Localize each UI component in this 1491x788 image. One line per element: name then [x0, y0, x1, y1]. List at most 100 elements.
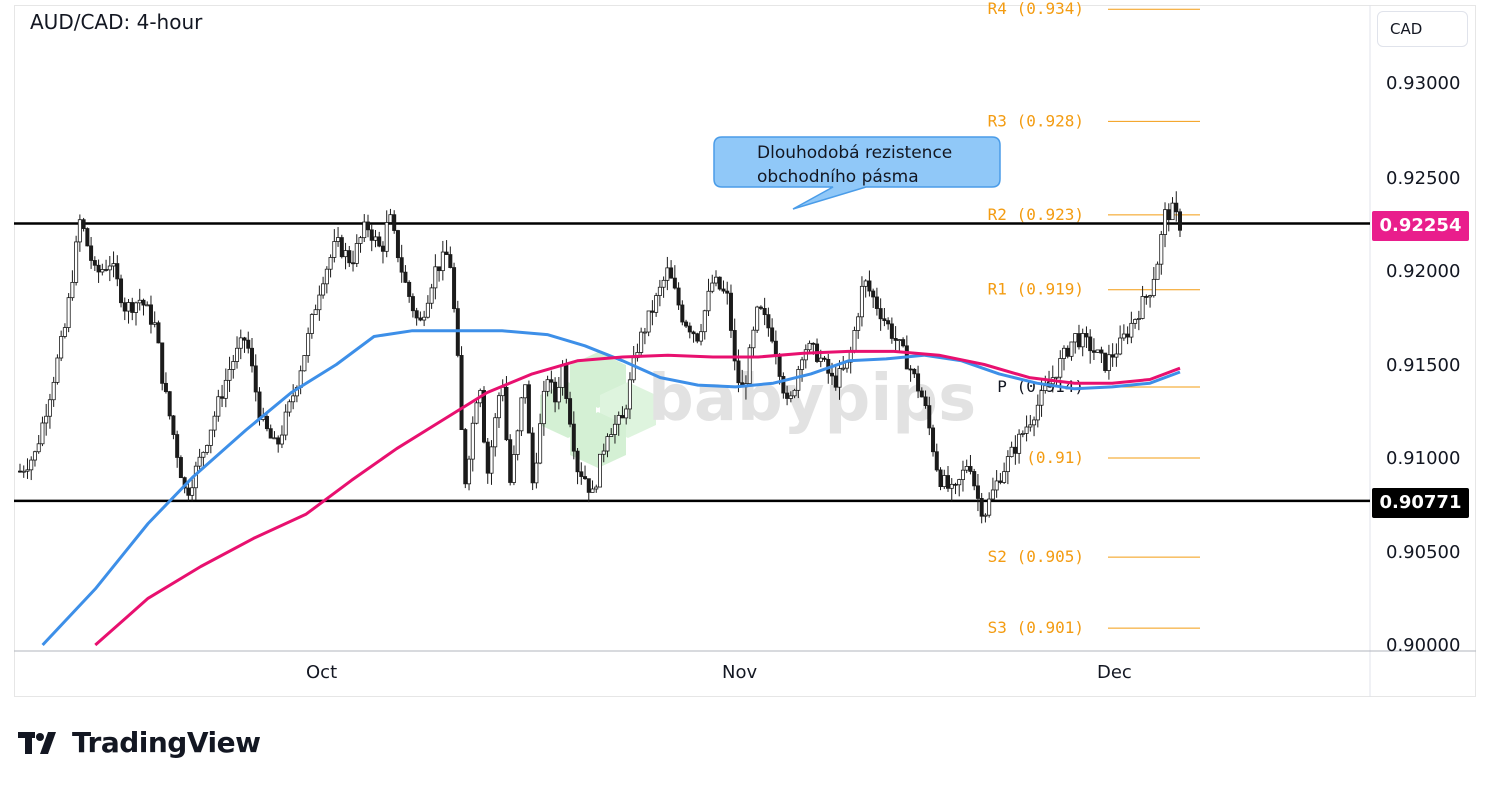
candle-up	[489, 446, 494, 474]
candle-up	[21, 470, 26, 473]
candle-down	[463, 429, 468, 485]
candle-up	[107, 265, 112, 271]
candle-up	[755, 306, 760, 331]
candle-up	[859, 285, 864, 318]
candle-down	[781, 376, 786, 394]
candle-down	[448, 254, 453, 268]
candle-up	[1106, 354, 1111, 371]
tradingview-logo-text: TradingView	[72, 726, 261, 759]
candle-down	[882, 318, 887, 322]
candle-up	[1024, 426, 1029, 434]
candle-up	[837, 368, 842, 388]
candle-up	[1133, 319, 1138, 324]
candle-up	[55, 357, 60, 383]
candle-up	[1005, 456, 1010, 473]
candle-down	[811, 342, 816, 345]
support-resistance-lines	[14, 222, 1370, 503]
tradingview-logo-icon	[18, 731, 56, 754]
candle-up	[212, 415, 217, 431]
candle-down	[369, 229, 374, 241]
candle-up	[474, 402, 479, 424]
candle-up	[1020, 433, 1025, 435]
candle-up	[605, 436, 610, 452]
candle-up	[425, 302, 430, 318]
candle-up	[751, 329, 756, 349]
candle-down	[893, 338, 898, 341]
candle-up	[227, 369, 232, 381]
candle-down	[407, 281, 412, 297]
candle-up	[665, 267, 670, 281]
candle-down	[571, 423, 576, 452]
candle-down	[777, 355, 782, 377]
candle-up	[1043, 385, 1048, 391]
currency-button[interactable]: CAD	[1377, 11, 1468, 47]
candle-up	[1114, 353, 1119, 358]
candle-up	[1073, 333, 1078, 343]
candle-down	[908, 368, 913, 371]
candle-down	[377, 236, 382, 247]
y-tick: 0.93000	[1386, 73, 1461, 94]
pivot-label: S3 (0.901)	[988, 618, 1084, 637]
candle-down	[1088, 336, 1093, 352]
candle-down	[508, 439, 513, 483]
candle-down	[530, 432, 535, 484]
tradingview-logo[interactable]: TradingView	[18, 726, 261, 759]
candle-down	[347, 250, 352, 264]
candle-up	[373, 236, 378, 241]
candle-up	[1002, 471, 1007, 483]
candle-down	[268, 428, 273, 439]
candle-up	[317, 294, 322, 311]
candle-down	[785, 392, 790, 399]
candle-up	[1035, 404, 1040, 421]
y-tick: 0.92500	[1386, 168, 1461, 189]
candle-down	[1065, 347, 1070, 357]
candle-down	[953, 483, 958, 486]
y-tick: 0.92000	[1386, 261, 1461, 282]
candle-down	[276, 437, 281, 445]
candle-down	[725, 290, 730, 294]
candle-up	[25, 469, 30, 472]
x-tick-dec: Dec	[1097, 662, 1132, 683]
candle-up	[44, 415, 49, 424]
candle-down	[242, 337, 247, 341]
candle-down	[620, 415, 625, 419]
candle-down	[822, 357, 827, 360]
candle-down	[946, 475, 951, 489]
candle-up	[429, 287, 434, 304]
candle-down	[410, 296, 415, 312]
candle-up	[515, 430, 520, 455]
candle-down	[163, 382, 168, 393]
candle-up	[556, 387, 561, 403]
candle-up	[598, 453, 603, 488]
candle-up	[362, 221, 367, 239]
candle-up	[1121, 333, 1126, 339]
candle-down	[934, 451, 939, 471]
candle-up	[545, 379, 550, 392]
candle-down	[119, 278, 124, 304]
candle-down	[886, 320, 891, 325]
candle-up	[1155, 263, 1160, 280]
candle-down	[867, 280, 872, 292]
chart-title: AUD/CAD: 4-hour	[30, 10, 203, 34]
candle-up	[964, 466, 969, 471]
candle-up	[493, 417, 498, 448]
moving-average-blue[interactable]	[41, 329, 1181, 647]
candle-down	[695, 333, 700, 342]
candle-down	[684, 321, 689, 327]
candle-up	[336, 237, 341, 242]
moving-average-magenta[interactable]	[94, 349, 1181, 647]
candle-down	[766, 314, 771, 329]
candle-up	[639, 331, 644, 353]
candle-up	[201, 451, 206, 458]
candle-up	[70, 281, 75, 299]
candle-down	[687, 325, 692, 333]
candle-down	[1125, 333, 1130, 338]
candle-up	[100, 269, 105, 273]
candle-up	[77, 219, 82, 243]
candle-up	[1009, 446, 1014, 458]
candle-up	[818, 357, 823, 362]
moving-averages	[41, 329, 1181, 647]
candle-up	[534, 462, 539, 484]
candle-up	[272, 437, 277, 440]
